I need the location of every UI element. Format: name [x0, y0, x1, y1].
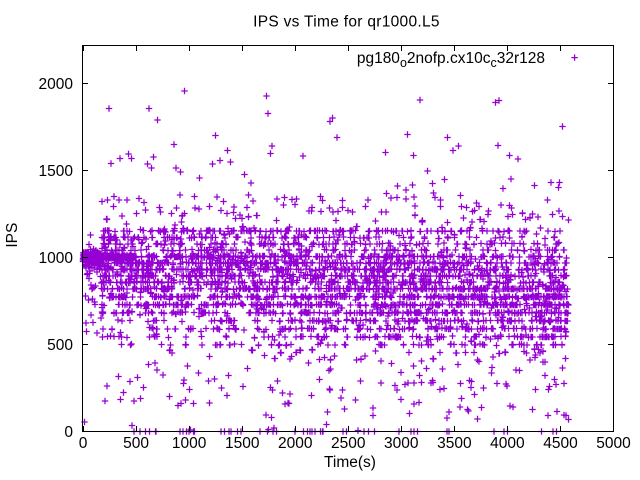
svg-text:5000: 5000 [596, 435, 631, 452]
svg-text:4500: 4500 [543, 435, 578, 452]
svg-text:IPS vs Time for qr1000.L5: IPS vs Time for qr1000.L5 [253, 13, 440, 30]
svg-text:2500: 2500 [331, 435, 366, 452]
svg-text:3500: 3500 [437, 435, 472, 452]
svg-text:500: 500 [47, 337, 73, 354]
svg-text:1000: 1000 [39, 250, 74, 267]
svg-text:2000: 2000 [278, 435, 313, 452]
svg-text:3000: 3000 [384, 435, 419, 452]
svg-text:1500: 1500 [225, 435, 260, 452]
svg-text:4000: 4000 [490, 435, 525, 452]
svg-text:0: 0 [64, 424, 73, 441]
svg-text:1000: 1000 [172, 435, 207, 452]
svg-text:IPS: IPS [4, 223, 21, 248]
svg-text:0: 0 [79, 435, 88, 452]
svg-text:2000: 2000 [39, 76, 74, 93]
svg-text:1500: 1500 [39, 163, 74, 180]
svg-text:Time(s): Time(s) [324, 454, 376, 471]
svg-text:500: 500 [123, 435, 149, 452]
